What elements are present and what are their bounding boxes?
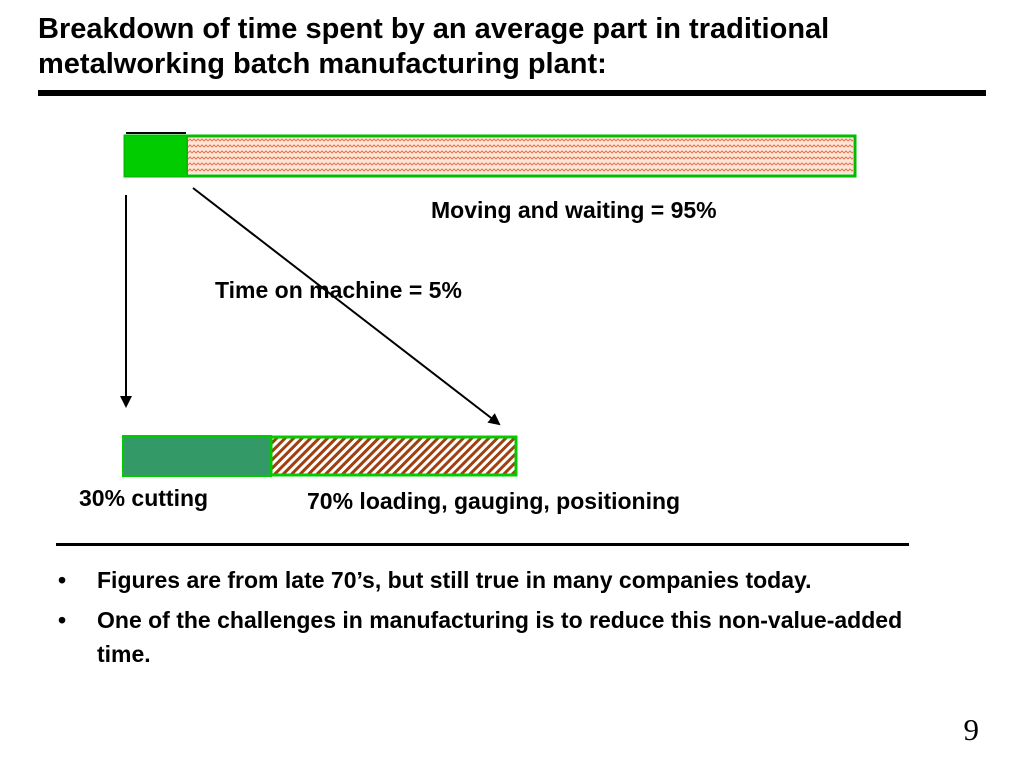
bullet-item: • One of the challenges in manufacturing… bbox=[56, 603, 906, 671]
bullet-item: • Figures are from late 70’s, but still … bbox=[56, 563, 906, 597]
bullet-text: One of the challenges in manufacturing i… bbox=[97, 607, 903, 667]
bullet-marker: • bbox=[58, 607, 67, 633]
loading-arrow bbox=[192, 187, 501, 426]
bullet-text: Figures are from late 70’s, but still tr… bbox=[97, 567, 812, 593]
bullet-marker: • bbox=[58, 567, 67, 593]
loading-label: 70% loading, gauging, positioning bbox=[307, 488, 681, 514]
moving-waiting-segment bbox=[187, 138, 853, 174]
slide-title: Breakdown of time spent by an average pa… bbox=[38, 13, 830, 80]
cutting-label: 30% cutting bbox=[79, 485, 209, 511]
title-underline bbox=[38, 90, 986, 96]
time-on-machine-label: Time on machine = 5% bbox=[215, 277, 462, 303]
loading-segment bbox=[269, 435, 518, 477]
moving-waiting-label: Moving and waiting = 95% bbox=[431, 197, 717, 223]
page-number: 9 bbox=[963, 712, 980, 747]
cutting-segment bbox=[122, 435, 272, 477]
machine-time-segment bbox=[125, 136, 187, 176]
section-divider bbox=[56, 543, 909, 546]
bullet-list: • Figures are from late 70’s, but still … bbox=[56, 563, 906, 677]
moving-waiting-segment-border bbox=[186, 135, 856, 177]
